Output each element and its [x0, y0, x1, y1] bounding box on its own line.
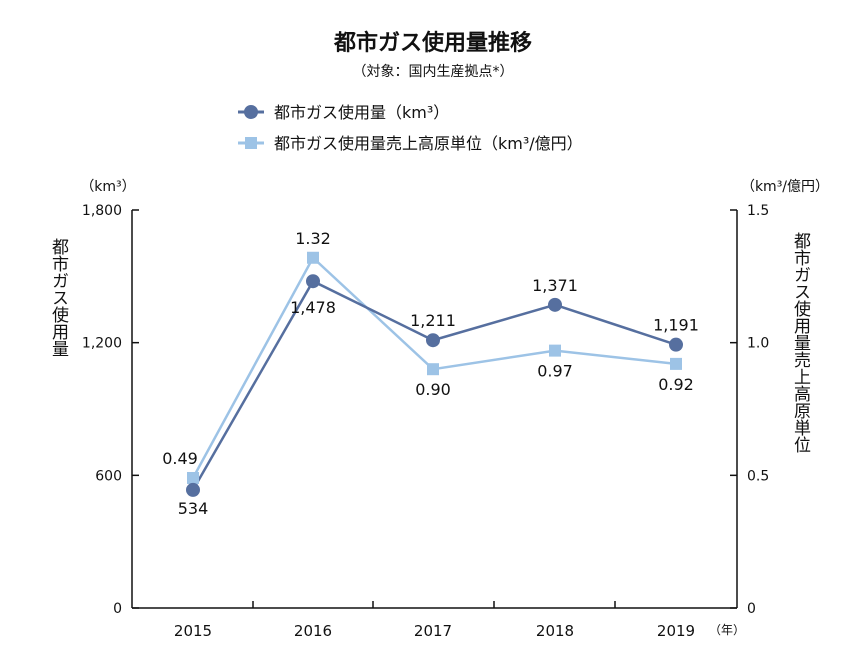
- legend-marker-square: [245, 137, 257, 149]
- chart-subtitle: （対象：国内生産拠点*）: [353, 64, 514, 80]
- x-tick-label: 2015: [174, 622, 212, 640]
- legend-label-usage: 都市ガス使用量（km³）: [274, 103, 449, 122]
- right-tick-label: 1.5: [747, 203, 769, 219]
- left-tick-label: 1,200: [82, 336, 122, 352]
- usage-point: [186, 482, 200, 497]
- usage-point: [306, 274, 320, 289]
- intensity-data-label: 0.92: [658, 375, 694, 394]
- x-tick-label: 2016: [294, 622, 332, 640]
- left-tick-label: 600: [95, 468, 122, 484]
- right-axis-label: 都市ガス使用量売上高原単位: [790, 232, 811, 453]
- x-axis-unit: （年）: [709, 623, 745, 637]
- intensity-point: [427, 363, 439, 376]
- intensity-data-label: 1.32: [295, 229, 331, 248]
- intensity-point: [187, 471, 199, 484]
- usage-point: [669, 337, 683, 352]
- usage-point: [548, 297, 562, 312]
- x-tick-label: 2018: [536, 622, 574, 640]
- legend: 都市ガス使用量（km³） 都市ガス使用量売上高原単位（km³/億円）: [238, 103, 583, 153]
- right-tick-label: 1.0: [747, 336, 769, 352]
- usage-point: [426, 333, 440, 348]
- x-tick-label: 2019: [657, 622, 695, 640]
- usage-data-label: 1,371: [532, 276, 578, 295]
- left-axis-unit: （km³）: [80, 179, 135, 195]
- intensity-point: [549, 344, 561, 357]
- usage-data-label: 1,211: [410, 311, 456, 330]
- usage-data-label: 1,191: [653, 316, 699, 335]
- intensity-data-label: 0.49: [162, 449, 198, 468]
- left-tick-label: 0: [113, 601, 122, 617]
- intensity-data-label: 0.90: [415, 380, 451, 399]
- usage-data-label: 1,478: [290, 298, 336, 317]
- intensity-point: [670, 357, 682, 370]
- left-tick-label: 1,800: [82, 203, 122, 219]
- intensity-point: [307, 251, 319, 264]
- left-axis-label: 都市ガス使用量: [48, 238, 69, 357]
- right-tick-label: 0.5: [747, 468, 769, 484]
- intensity-data-label: 0.97: [537, 362, 573, 381]
- chart-title: 都市ガス使用量推移: [333, 30, 532, 56]
- x-tick-label: 2017: [414, 622, 452, 640]
- right-axis-unit: （km³/億円）: [741, 179, 829, 195]
- right-tick-label: 0: [747, 601, 756, 617]
- legend-label-intensity: 都市ガス使用量売上高原単位（km³/億円）: [274, 134, 583, 153]
- usage-data-label: 534: [178, 499, 209, 518]
- legend-marker-circle: [244, 105, 258, 119]
